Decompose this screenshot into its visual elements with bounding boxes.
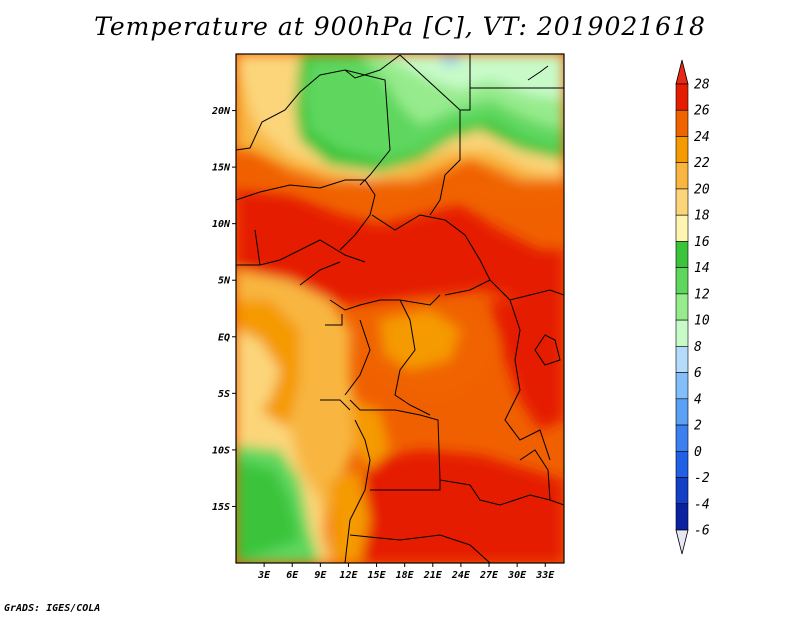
colorbar-label: 14 [694,261,710,276]
lon-tick-label: 24E [451,570,471,581]
colorbar-label: -6 [694,524,710,539]
colorbar-over-arrow [675,59,689,85]
colorbar-segment [675,241,689,268]
lon-tick-label: 21E [423,570,443,581]
latitude-axis: 20N 15N 10N 5N EQ 5S 10S 15S [211,106,236,513]
colorbar-label: 12 [694,287,710,302]
colorbar-label: -2 [694,471,710,486]
colorbar-segment [675,136,689,164]
colorbar-segment [675,293,689,321]
lat-tick-label: 15N [212,163,231,174]
lon-tick-label: 18E [396,570,415,581]
colorbar-label: 16 [694,235,710,250]
colorbar-label: 26 [694,104,710,119]
colorbar-segment [675,503,689,531]
colorbar-segment [675,372,689,400]
colorbar-label: 22 [694,156,710,171]
country-borders [236,54,564,563]
colorbar-segment [675,109,689,137]
grads-credit: GrADS: IGES/COLA [4,603,101,614]
colorbar-segment [675,83,689,111]
colorbar-segment [675,424,689,452]
temperature-field [236,54,564,563]
lon-tick-label: 33E [535,570,555,581]
lon-tick-label: 9E [314,570,327,581]
colorbar-segment [675,267,689,295]
lon-tick-label: 15E [368,570,387,581]
colorbar-segment [675,398,689,426]
colorbar-segment [675,319,689,347]
lat-tick-label: 5N [218,276,231,287]
lon-tick-label: 30E [507,570,527,581]
lat-tick-label: 15S [212,502,230,513]
colorbar-label: 2 [694,419,702,434]
colorbar-label: 0 [694,445,702,460]
colorbar-segment [675,214,689,242]
lat-tick-label: 5S [218,389,230,400]
colorbar-segment [675,450,689,478]
colorbar-label: 28 [694,78,710,93]
lat-tick-label: 20N [211,106,231,117]
colorbar-label: -4 [694,497,710,512]
map-title: Temperature at 900hPa [C], VT: 201902161… [94,12,706,41]
map-frame [235,53,565,564]
colorbar-label: 20 [694,182,710,197]
colorbar-label: 4 [694,392,702,407]
colorbar-segment [675,188,689,216]
lat-tick-label: 10N [212,219,231,230]
colorbar-under-arrow [675,529,689,555]
colorbar-label: 6 [694,366,702,381]
colorbar-label: 8 [694,340,702,355]
lon-tick-label: 3E [257,570,271,581]
lon-tick-label: 27E [479,570,499,581]
colorbar-label: 18 [694,209,710,224]
longitude-axis: 3E 6E 9E 12E 15E 18E 21E 24E 27E 30E 33E [257,563,555,581]
lat-tick-label: EQ [218,332,230,343]
colorbar-label: 24 [694,130,710,145]
lon-tick-label: 6E [286,570,299,581]
colorbar-segment [675,346,689,373]
colorbar-segment [675,162,689,190]
colorbar-label: 10 [694,314,710,329]
colorbar-segment [675,477,689,505]
lon-tick-label: 12E [339,570,358,581]
lat-tick-label: 10S [212,445,230,456]
